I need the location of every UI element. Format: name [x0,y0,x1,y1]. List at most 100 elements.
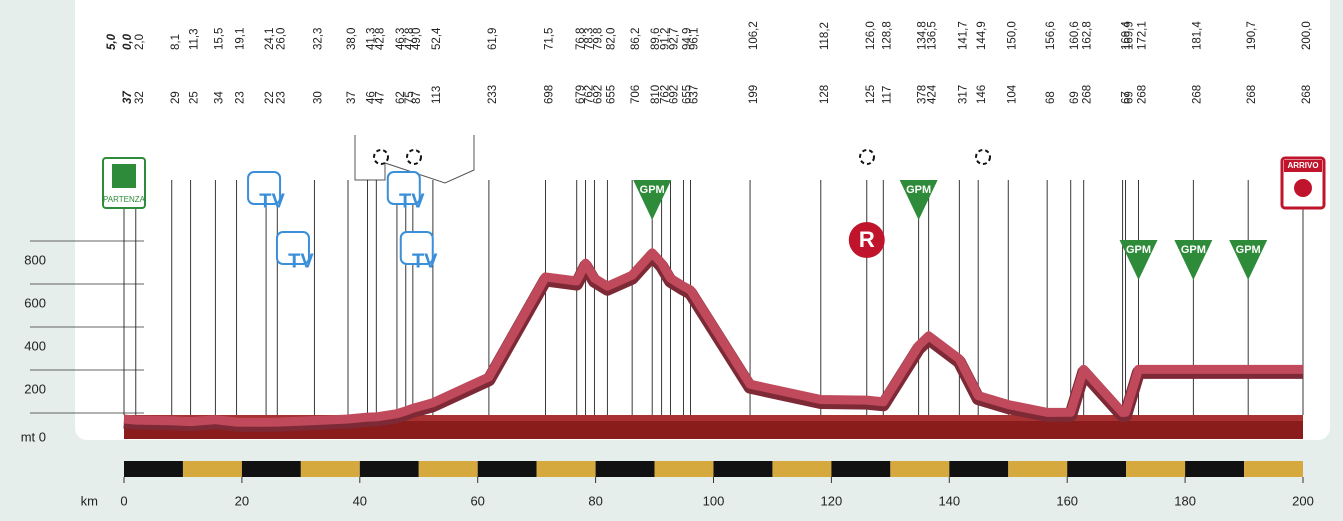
marker: TV [386,171,425,212]
km-label: 91,2 [660,28,672,50]
bracket [354,135,475,184]
gpm-label: GPM [1126,244,1151,256]
stripe [359,461,419,477]
km-label: 2,0 [134,34,146,50]
altitude-label: 67 [1121,91,1133,104]
altitude-label: 37 [122,91,134,104]
y-tick-label: 800 [24,252,46,267]
stripe [418,461,478,477]
altitude-label: 62 [395,91,407,104]
altitude-label: 268 [1301,85,1313,104]
marker: GPM [633,180,672,220]
marker: GPM [1229,240,1268,280]
altitude-label: 69 [1069,91,1081,104]
km-label: 46,3 [395,28,407,50]
altitude-label: 268 [1137,85,1149,104]
km-label: 8,1 [170,34,182,50]
km-label: 52,4 [431,27,443,50]
altitude-label: 706 [630,85,642,104]
altitude-label: 34 [213,91,225,104]
x-tick-label: 100 [703,493,725,508]
marker: GPM [1119,240,1158,280]
altitude-label: 655 [681,85,693,104]
km-label: 86,2 [630,28,642,50]
km-label: 162,8 [1082,21,1094,50]
altitude-label: 46 [365,91,377,104]
km-label: 156,6 [1045,21,1057,50]
tv-label: TV [288,250,314,272]
base-band-top [124,415,1303,421]
altitude-label: 47 [374,91,386,104]
marker: R [848,222,885,258]
km-label: 79,8 [592,28,604,50]
tv-icon [386,171,421,205]
gpm-triangle [899,180,938,220]
km-label: 19,1 [235,28,247,50]
gpm-triangle [1119,240,1158,280]
km-label: 61,9 [487,28,499,50]
altitude-label: 128 [819,85,831,104]
altitude-label: 32 [134,91,146,104]
km-label: 41,3 [365,28,377,50]
altitude-label: 698 [544,85,556,104]
marker: GPM [1174,240,1213,280]
stripe [772,461,832,477]
stripe [241,461,301,477]
km-label: 78,3 [584,28,596,50]
tv-label: TV [412,250,438,272]
gpm-label: GPM [1236,244,1261,256]
km-label: 181,4 [1191,21,1203,50]
km-label: 49,0 [411,28,423,50]
profile-line [123,248,1303,427]
stripe [1067,461,1127,477]
x-tick-label: 140 [938,493,960,508]
km-label: 128,8 [881,21,893,50]
km-label: 96,1 [689,28,701,50]
marker: TV [275,231,314,272]
altitude-label: 30 [312,91,324,104]
altitude-label: 424 [927,84,939,104]
x-tick-label: 0 [120,493,127,508]
altitude-label: 23 [275,91,287,104]
km-label: 106,2 [748,21,760,50]
x-tick-label: 160 [1056,493,1078,508]
km-label: 32,3 [312,28,324,50]
stripe [300,461,360,477]
altitude-label: 268 [1082,85,1094,104]
km-label: 15,5 [213,28,225,50]
stripe [1008,461,1068,477]
altitude-label: 378 [917,85,929,104]
km-label: 169,4 [1121,21,1133,50]
km-label: 172,1 [1137,21,1149,50]
x-axis-label: km [81,493,98,508]
panel [75,0,1330,440]
marker: PARTENZA [102,157,146,209]
altitude-label: 199 [748,85,760,104]
altitude-label: 762 [584,85,596,104]
tv-label: TV [399,190,425,212]
altitude-label: 68 [1045,91,1057,104]
km-label: 126,0 [865,21,877,50]
stripe [654,461,714,477]
stripe [1185,461,1245,477]
altitude-label: 655 [605,85,617,104]
x-tick-label: 200 [1292,493,1314,508]
tv-label: TV [259,190,285,212]
stripe [536,461,596,477]
km-label: 71,5 [544,28,556,50]
km-label: 144,9 [976,21,988,50]
km-label: 92,7 [668,28,680,50]
km-label: 76,8 [575,28,587,50]
gpm-triangle [1174,240,1213,280]
partenza-label: PARTENZA [103,195,146,204]
km-label: 11,3 [189,28,201,50]
altitude-label: 679 [575,85,587,104]
gpm-label: GPM [640,184,665,196]
gpm-triangle [633,180,672,220]
altitude-label: 22 [264,91,276,104]
stripe [124,461,183,477]
km-label: 94,9 [681,28,693,50]
altitude-label: 637 [689,85,701,104]
altitude-label: 29 [170,91,182,104]
